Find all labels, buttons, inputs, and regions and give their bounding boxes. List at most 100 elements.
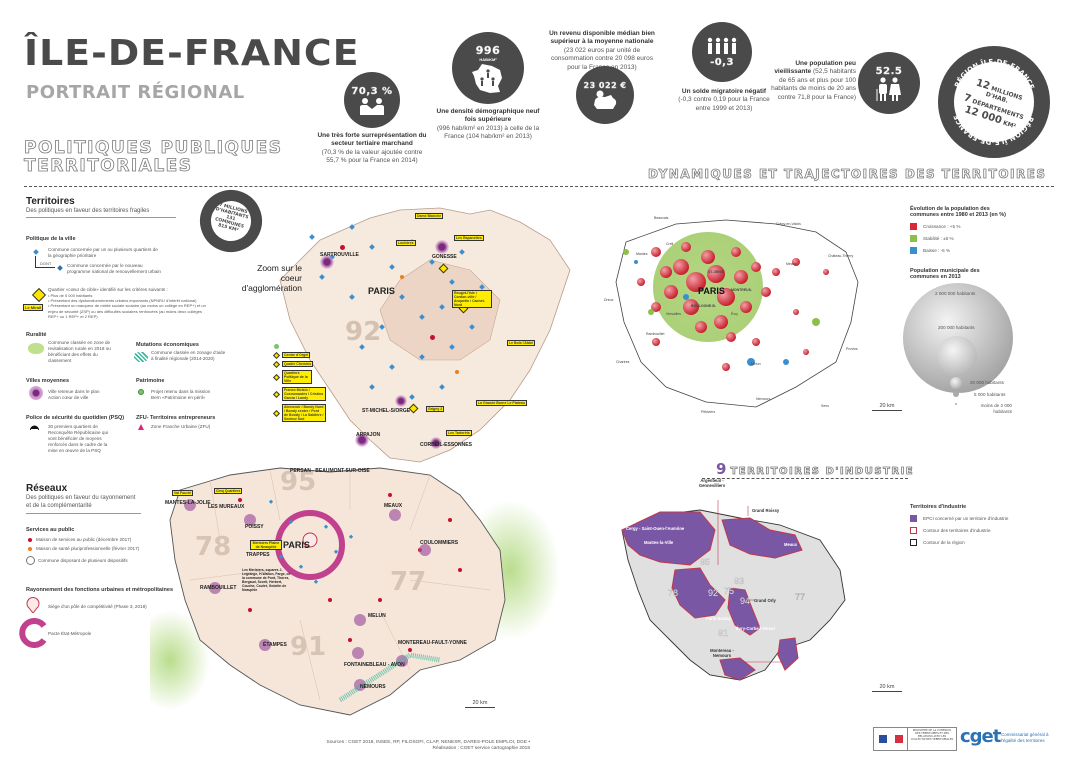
reseaux-header: Réseaux Des politiques en faveur du rayo… xyxy=(26,483,141,514)
evolution-legend-title: Évolution de la population des communes … xyxy=(910,206,1006,218)
legend-growth: Croissance : +5 % xyxy=(923,223,961,229)
dyn-place: Nemours xyxy=(756,397,771,401)
section-title-line1: POLITIQUES PUBLIQUES xyxy=(24,138,283,158)
legend-tag: Quartiers Politique de la Ville xyxy=(282,370,312,384)
svg-text:77: 77 xyxy=(795,592,805,602)
map-place-rambouillet: RAMBOUILLET xyxy=(200,585,237,591)
footer-sources: Sources : CGET 2018, INSEE, RP, FILOSOFI… xyxy=(326,740,530,745)
dyn-place: Dreux xyxy=(604,298,614,302)
zoom-tag-grande-borne: La Grande Borne Le Plateau xyxy=(476,400,527,406)
stat-tertiaire-text: Une très forte surreprésentation du sect… xyxy=(316,132,428,166)
stat-lead: Un solde migratoire négatif xyxy=(681,88,767,95)
france-population-icon xyxy=(472,64,502,93)
msp-dot-icon xyxy=(28,547,32,551)
legend-politique-ville-item1: Commune concernée par un ou plusieurs qu… xyxy=(48,247,158,258)
legend-pacte-metropole: Pacte État-Métropole xyxy=(48,631,92,636)
section-divider xyxy=(24,186,1054,187)
zoom-place-gonesse: GONESSE xyxy=(432,254,457,260)
legend-mutations-title: Mutations économiques xyxy=(136,342,199,348)
zfu-triangle-icon xyxy=(138,424,144,430)
map-place-etampes: ÉTAMPES xyxy=(263,642,287,648)
legend-tag: Abreuvoir / Bondy Nord / Bondy centre / … xyxy=(282,404,326,422)
map-place-poissy: POISSY xyxy=(245,524,264,530)
coeur-cible-bullet: • Plus de 5 000 habitants xyxy=(48,292,93,298)
legend-zfu-text: Zone Franche Urbaine (ZFU) xyxy=(151,424,211,429)
map-place-trappes: TRAPPES xyxy=(246,552,270,558)
people-group-icon xyxy=(707,37,737,54)
zoom-tag-tarterets: Les Tarterêts xyxy=(446,430,472,436)
stat-detail: (-0,3 contre 0,19 pour la France entre 1… xyxy=(678,96,770,112)
dont-connector xyxy=(35,256,55,268)
blue-diamond-nprnu-icon xyxy=(57,265,63,271)
industrie-title-text: TERRITOIRES D'INDUSTRIE xyxy=(730,466,915,477)
legend-mutations-text: Commune classée en zonage d'aide à final… xyxy=(151,350,226,361)
stat-detail: (70,3 % de la valeur ajoutée contre 55,7… xyxy=(321,148,423,165)
stat-vieillissement-circle: 52.5 xyxy=(858,52,920,114)
map-place-mantes: MANTES-LA-JOLIE xyxy=(165,500,211,506)
legend-msp: Maison de santé pluriprofessionnelle (fé… xyxy=(36,546,140,551)
industrie-map[interactable]: 95 93 75 92 94 78 91 77 xyxy=(600,490,850,690)
stat-value: 70,3 % xyxy=(351,85,393,97)
dyn-place: MONTREUIL xyxy=(731,288,752,292)
cget-logo: cget xyxy=(960,726,1001,747)
legend-rayonnement-title: Rayonnement des fonctions urbaines et mé… xyxy=(26,587,173,593)
legend-villes-moyennes-title: Villes moyennes xyxy=(26,378,70,384)
stat-value: 52.5 xyxy=(875,65,903,77)
reseaux-heading: Réseaux xyxy=(26,483,68,494)
industrie-divider xyxy=(702,478,908,479)
zoom-tag-rouget: Rouget-l'Isle / Cordon-ville / Anquetin … xyxy=(452,290,492,308)
blue-diamond-icon xyxy=(33,249,39,255)
cget-tagline: Commissariat général à l'égalité des ter… xyxy=(1001,732,1049,743)
zoom-tag-grigny: Grigny 2 xyxy=(426,406,445,412)
industrie-label: Paris-Saclay xyxy=(706,616,731,621)
legend-ruralite-title: Ruralité xyxy=(26,332,47,338)
region-ring-text: RÉGION ÎLE-DE-FRANCE RÉGION ÎLE-DE-FRANC… xyxy=(952,58,1035,146)
industrie-label: Cergy - Saint-Ouen-l'Aumône xyxy=(626,526,685,531)
stat-tertiaire-circle: 70,3 % xyxy=(344,72,400,128)
industrie-label: Meaux xyxy=(784,542,798,547)
pacte-metropole-icon xyxy=(19,618,47,648)
patrimoine-icon xyxy=(138,389,144,395)
coeur-cible-bullet: • Présentant un marqueur de mixité socia… xyxy=(48,303,206,319)
svg-text:92: 92 xyxy=(345,317,381,347)
territoires-heading: Territoires xyxy=(26,196,75,207)
stat-value: 996 xyxy=(475,44,501,57)
zoom-tag-bois-abbe: Le Bois l'Abbé xyxy=(507,340,536,346)
legend-decline: Baisse : -5 % xyxy=(923,247,951,253)
stat-detail: (52,5 habitants de 65 ans et plus pour 1… xyxy=(771,68,856,101)
coeur-cible-tag-sample: Le Mirail xyxy=(23,304,44,311)
legend-msap: Maison de services au public (décembre 2… xyxy=(36,537,132,542)
stat-unit: HAB/KM² xyxy=(479,57,497,62)
industrie-label: Grand Orly xyxy=(754,598,776,603)
dyn-place: Évry xyxy=(731,312,738,316)
zoom-tag-dame-blanche: Dame Blanche xyxy=(415,213,444,219)
zoom-legend-tags: Centre d'Orgel Quatre Chemins Quartiers … xyxy=(272,344,344,422)
zoom-place-arpajon: ARPAJON xyxy=(356,432,381,438)
population-dynamics-map[interactable]: PARIS xyxy=(596,212,886,422)
legend-stability: Stabilité : ±5 % xyxy=(923,235,954,241)
industrie-map-labels: Argenteuil - Gennevilliers Grand Roissy … xyxy=(606,478,856,690)
map-place-les-mureaux: LES MUREAUX xyxy=(208,504,245,510)
map-place-montereau: MONTEREAU-FAULT-YONNE xyxy=(398,640,467,646)
msap-dot-icon xyxy=(28,538,32,542)
pop-size-label: 5 000 habitants xyxy=(974,392,1006,397)
map-tag-cinq-quartiers: Cinq Quartiers xyxy=(214,488,243,494)
coeur-cible-bullet: • Présentant des dysfonctionnements urba… xyxy=(48,298,197,304)
pop-size-label: moins de 2 000 habitants xyxy=(980,403,1012,414)
region-policy-map[interactable]: 95 78 91 77 xyxy=(150,460,570,725)
coeur-cible-intro: Quartier «cœur de cible» identifié sur l… xyxy=(48,287,168,292)
piggy-bank-icon xyxy=(594,90,617,109)
stability-swatch-icon xyxy=(910,235,917,242)
pop-bubble-2k xyxy=(955,403,957,405)
dyn-place: Chartres xyxy=(616,360,630,364)
dyn-place: Creil xyxy=(666,242,674,246)
stat-densite-text: Une densité démographique neuf fois supé… xyxy=(436,108,540,142)
dyn-place: Rambouillet xyxy=(646,332,665,336)
svg-text:PARIS: PARIS xyxy=(698,286,725,296)
section-title-politiques: POLITIQUES PUBLIQUES TERRITORIALES xyxy=(24,138,283,176)
dyn-place: Versailles xyxy=(666,312,681,316)
reseaux-subheading: Des politiques en faveur du rayonnement … xyxy=(26,494,141,514)
industrie-label: Grand Roissy xyxy=(752,508,780,513)
zoom-map[interactable]: 92 xyxy=(250,200,590,470)
stat-lead: Une densité démographique neuf fois supé… xyxy=(436,108,540,124)
